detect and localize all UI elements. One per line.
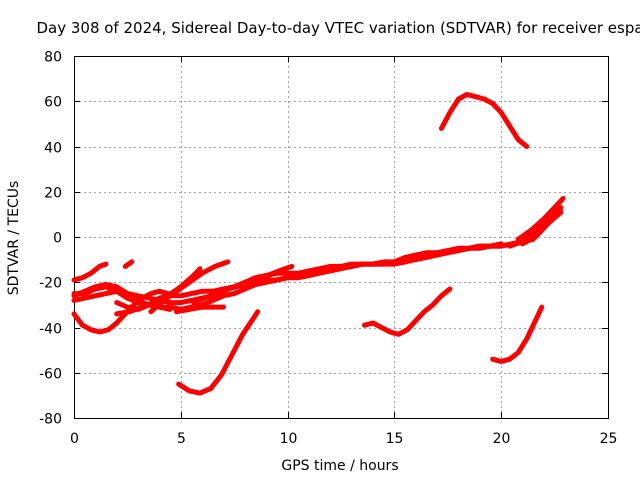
x-tick-label: 15 <box>386 431 404 447</box>
y-tick-label: -40 <box>39 322 62 338</box>
series-arc-14 <box>438 92 530 149</box>
y-tick-label: -80 <box>39 412 62 428</box>
y-tick-label: 80 <box>44 50 62 66</box>
x-tick-label: 10 <box>280 431 298 447</box>
x-tick-label: 0 <box>70 431 79 447</box>
series-arc-16 <box>507 205 564 249</box>
y-tick-label: 20 <box>44 186 62 202</box>
y-tick-label: -20 <box>39 276 62 292</box>
y-tick-label: 60 <box>44 95 62 111</box>
series-arc-06 <box>122 259 135 269</box>
chart-title: Day 308 of 2024, Sidereal Day-to-day VTE… <box>36 19 640 37</box>
series-layer <box>71 92 566 396</box>
series-arc-05 <box>71 261 109 283</box>
series-arc-09 <box>114 266 203 317</box>
series-arc-12 <box>176 309 261 396</box>
series-arc-07 <box>71 288 171 335</box>
y-tick-label: 40 <box>44 141 62 157</box>
y-tick-label: 0 <box>53 231 62 247</box>
tick-layer: 0 5 10 15 20 25 -80 -60 -40 -20 0 20 40 60 80 <box>39 50 617 448</box>
x-tick-label: 20 <box>493 431 511 447</box>
x-tick-label: 25 <box>600 431 618 447</box>
y-tick-label: -60 <box>39 367 62 383</box>
series-arc-10 <box>174 304 226 315</box>
series-arc-18 <box>520 209 564 247</box>
series-arc-11 <box>191 263 295 306</box>
series-arc-08 <box>148 259 231 315</box>
series-arc-15 <box>490 304 545 364</box>
series-arc-03 <box>114 241 504 312</box>
x-tick-label: 5 <box>177 431 186 447</box>
x-axis-title: GPS time / hours <box>281 458 398 474</box>
y-axis-title: SDTVAR / TECUs <box>6 181 22 296</box>
series-arc-13 <box>362 286 453 337</box>
series-arc-17 <box>515 196 566 242</box>
